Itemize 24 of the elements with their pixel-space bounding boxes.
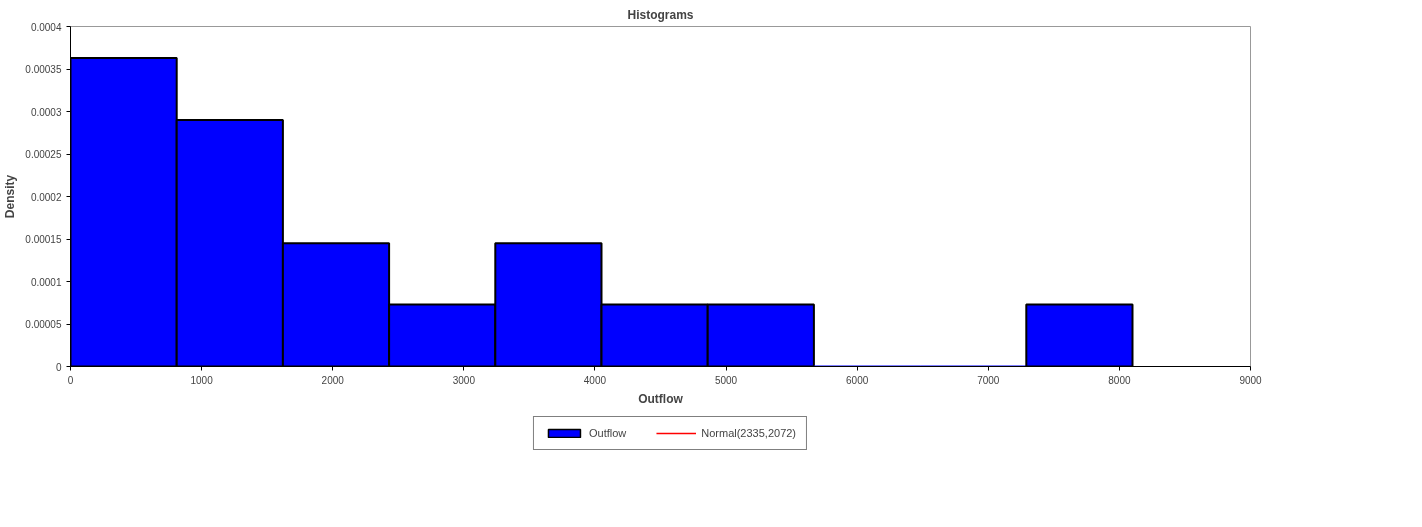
legend-label: Outflow [588,427,627,439]
y-tick-label: 0.00015 [25,234,62,245]
y-tick-label: 0.00025 [25,149,62,160]
x-tick-label: 8000 [1108,374,1131,386]
x-tick-label: 2000 [321,374,345,386]
x-tick-label: 9000 [1239,374,1263,386]
y-tick-label: 0.0003 [30,106,62,118]
x-tick-label: 1000 [190,374,214,386]
x-tick-label: 0 [67,374,74,386]
x-tick-label: 7000 [977,374,1000,386]
x-tick-label: 5000 [714,374,738,386]
y-tick-label: 0.0001 [30,276,62,288]
y-tick-label: 0.00035 [25,64,62,75]
x-tick-label: 3000 [452,374,476,386]
y-tick-label: 0.0002 [30,191,62,203]
y-tick-label: 0.00005 [25,319,62,330]
x-tick-label: 6000 [846,374,869,386]
x-axis-title: Outflow [638,391,684,406]
x-tick-label: 4000 [583,374,607,386]
y-tick-label: 0 [55,361,62,373]
legend-label: Normal(2335,2072) [701,427,797,439]
y-axis-title: Density [3,174,18,219]
chart-title: Histograms [627,7,694,22]
y-tick-label: 0.0004 [30,21,62,33]
